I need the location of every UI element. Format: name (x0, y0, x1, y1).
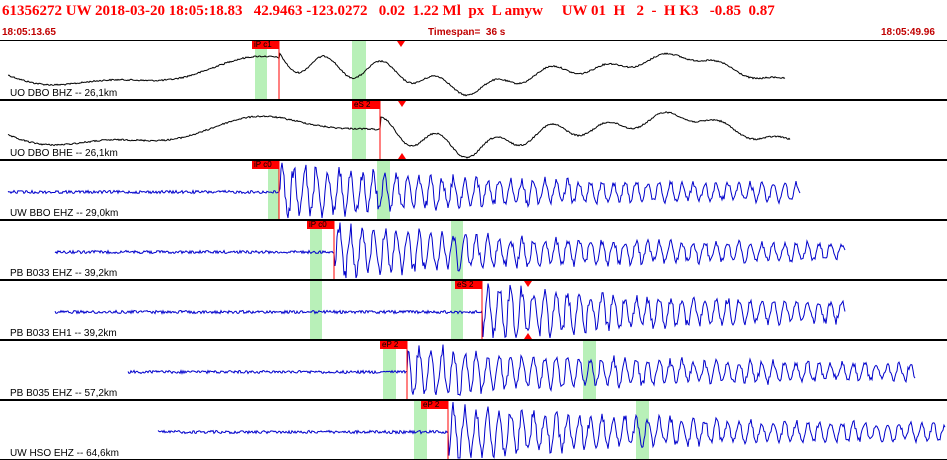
event-summary-line: 61356272 UW 2018-03-20 18:05:18.83 42.94… (2, 3, 775, 19)
pick-flag[interactable] (252, 40, 279, 49)
waveform-trace[interactable] (54, 222, 846, 279)
pick-window (352, 41, 366, 99)
pick-flag[interactable] (307, 220, 334, 229)
start-time-label: 18:05:13.65 (2, 27, 56, 38)
pick-window (583, 341, 596, 399)
timespan-label: Timespan= 36 s (428, 27, 506, 38)
waveform-trace[interactable] (127, 344, 916, 397)
channel-label: PB B033 EH1 -- 39,2km (10, 328, 117, 339)
pick-flag[interactable] (252, 160, 279, 169)
pick-label: eP 2 (423, 400, 440, 409)
pick-window (377, 161, 390, 219)
waveform-trace[interactable] (157, 401, 946, 459)
channel-label: UW HSO EHZ -- 64,6km (10, 448, 119, 459)
amplitude-marker-icon (398, 153, 406, 159)
channel-label: PB B035 EHZ -- 57,2km (10, 388, 117, 399)
pick-label: eS 2 (354, 100, 371, 109)
amplitude-marker-icon (524, 333, 532, 339)
channel-label: PB B033 EHZ -- 39,2km (10, 268, 117, 279)
pick-label: iP c0 (309, 220, 327, 229)
pick-window (310, 221, 322, 279)
pick-window (383, 341, 396, 399)
amplitude-marker-icon (524, 281, 532, 287)
waveform-trace[interactable] (7, 162, 801, 219)
pick-window (414, 401, 427, 459)
pick-label: eP 2 (382, 340, 399, 349)
seismogram-panel[interactable]: iP c1 eS 2 iP c0 iP c0 eS 2 eP 2 eP 2 UO DBO B… (0, 40, 947, 460)
pick-window (636, 401, 649, 459)
pick-label: eS 2 (457, 280, 474, 289)
channel-label: UO DBO BHZ -- 26,1km (10, 88, 117, 99)
pick-flag[interactable] (380, 340, 407, 349)
waveform-trace[interactable] (7, 52, 786, 97)
pick-window (451, 281, 463, 339)
amplitude-marker-icon (398, 101, 406, 107)
pick-flag[interactable] (352, 100, 380, 109)
pick-flag[interactable] (421, 400, 448, 409)
pick-window (352, 101, 366, 159)
channel-label: UO DBO BHE -- 26,1km (10, 148, 118, 159)
pick-window (310, 281, 322, 339)
waveform-trace[interactable] (7, 111, 791, 159)
pick-window (451, 221, 463, 279)
channel-label: UW BBO EHZ -- 29,0km (10, 208, 118, 219)
amplitude-marker-icon (397, 41, 405, 47)
pick-window (255, 41, 267, 99)
waveform-trace[interactable] (54, 283, 846, 339)
pick-label: iP c0 (254, 160, 272, 169)
pick-window (268, 161, 279, 219)
event-header: 61356272 UW 2018-03-20 18:05:18.83 42.94… (0, 0, 947, 25)
pick-label: iP c1 (254, 40, 272, 49)
end-time-label: 18:05:49.96 (881, 27, 935, 38)
pick-flag[interactable] (455, 280, 482, 289)
